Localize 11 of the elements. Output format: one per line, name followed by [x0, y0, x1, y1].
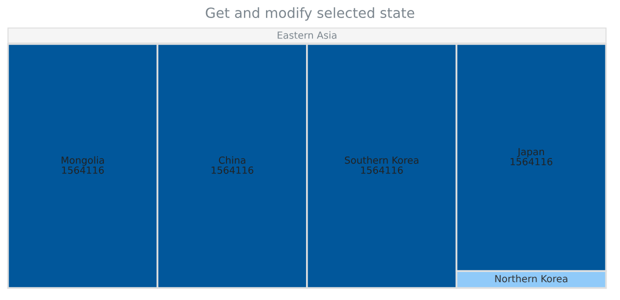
category-label: Northern Korea [495, 274, 568, 282]
data-label: 1564116 [212, 166, 254, 174]
text: Eastern Asia [278, 31, 336, 39]
category-label: Mongolia [62, 156, 104, 166]
data-label: 1564116 [361, 166, 403, 174]
text: Get and modify selected state [206, 7, 414, 21]
data-label: 1564116 [62, 166, 104, 174]
category-label: Japan [517, 148, 544, 158]
category-label: Southern Korea [344, 156, 418, 164]
category-label: China [218, 156, 246, 164]
data-label: 1564116 [510, 158, 552, 166]
